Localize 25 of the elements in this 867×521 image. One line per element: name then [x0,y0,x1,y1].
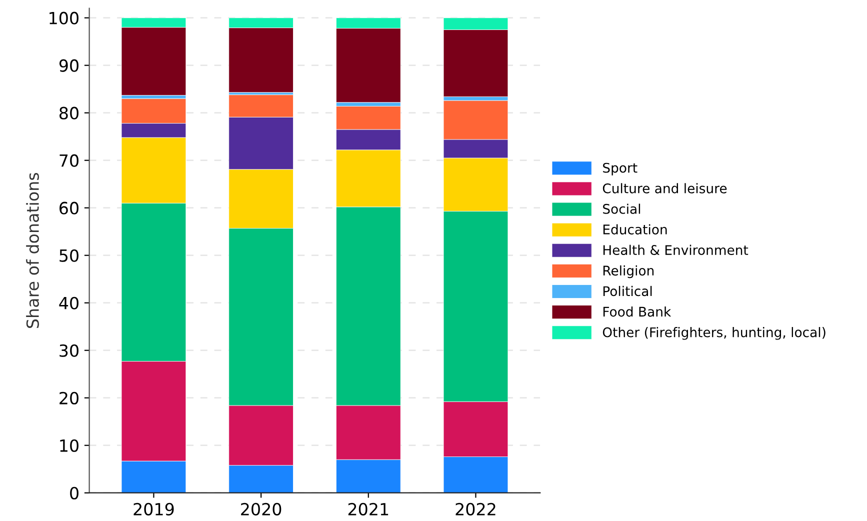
y-tick-label: 100 [50,12,78,24]
y-tick-label: 50 [60,249,78,262]
x-tick-label: 2019 [134,502,174,516]
legend-label: Social [603,204,640,214]
y-tick-label: 20 [60,392,78,404]
x-tick-label: 2022 [456,502,496,516]
y-tick-label: 90 [59,59,78,72]
legend-label: Sport [603,162,638,176]
y-tick-label: 60 [60,202,78,214]
y-tick-label: 30 [60,344,78,357]
x-tick-label: 2021 [348,502,388,516]
legend-label: Other (Firefighters, hunting, local) [602,327,826,340]
y-tick-label: 70 [60,154,78,167]
y-tick-label: 40 [59,296,78,310]
y-tick-label: 0 [70,486,78,500]
legend-label: Political [603,286,652,296]
y-tick-label: 80 [60,106,78,120]
y-tick-label: 10 [60,439,78,452]
legend-label: Education [603,224,667,234]
legend-label: Culture and leisure [602,183,727,194]
legend-label: Food Bank [603,306,672,317]
legend-label: Religion [603,265,654,278]
y-axis-title: Share of donations [26,172,39,328]
legend-label: Health & Environment [603,244,748,256]
x-tick-label: 2020 [241,502,282,516]
